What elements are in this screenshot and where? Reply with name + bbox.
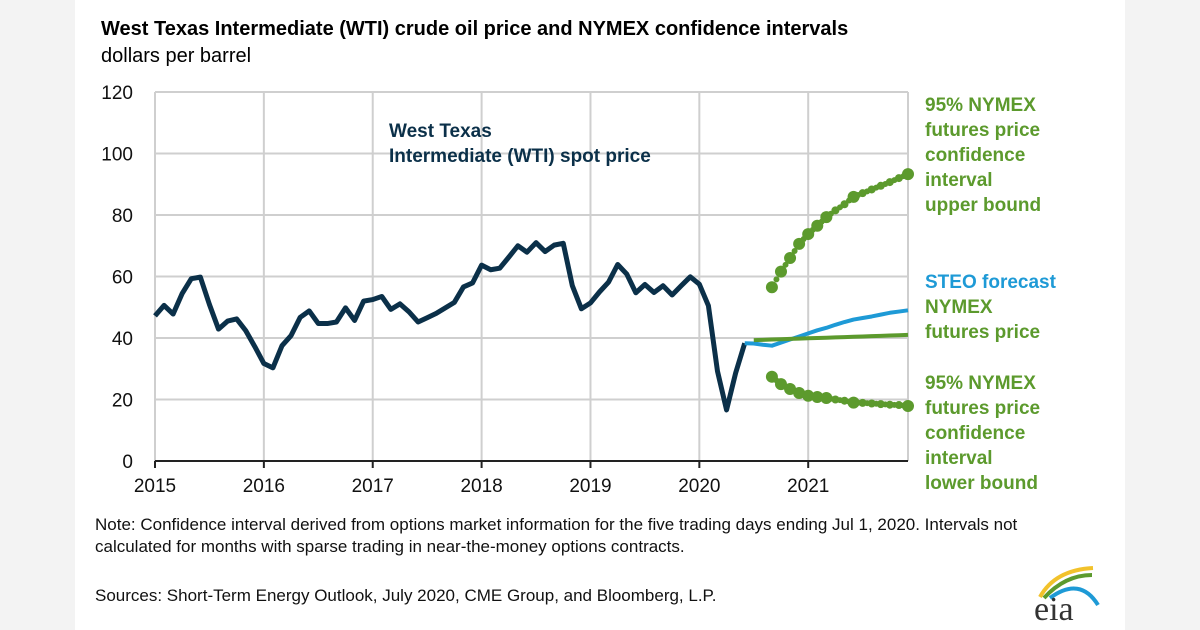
series-point-lower: [876, 400, 885, 409]
series-connector-dot-upper: [773, 276, 780, 283]
upper-bound-label: confidence: [925, 145, 1025, 166]
chart-source: Sources: Short-Term Energy Outlook, July…: [95, 586, 717, 605]
lower-bound-label: confidence: [925, 423, 1025, 444]
x-tick-label: 2015: [134, 476, 176, 497]
series-line-wti: [153, 240, 748, 413]
lower-bound-label: 95% NYMEX: [925, 373, 1036, 394]
wti-series-label: Intermediate (WTI) spot price: [389, 146, 651, 167]
series-point-lower: [858, 398, 867, 407]
y-tick-label: 40: [112, 329, 133, 350]
x-tick-label: 2017: [352, 476, 394, 497]
y-tick-label: 120: [101, 83, 133, 104]
x-tick-label: 2019: [569, 476, 611, 497]
series-point-upper: [774, 265, 787, 278]
series-line-steo: [744, 308, 909, 348]
series-point-lower: [867, 399, 876, 408]
nymex-futures-label: futures price: [925, 322, 1040, 343]
chart-note: Note: Confidence interval derived from o…: [95, 515, 1018, 556]
x-tick-label: 2016: [243, 476, 285, 497]
series-point-upper: [765, 281, 778, 294]
chart-subtitle: dollars per barrel: [101, 45, 252, 67]
steo-forecast-label: STEO forecast: [925, 272, 1057, 293]
y-tick-label: 20: [112, 391, 133, 412]
series-point-upper: [840, 200, 849, 209]
chart-panel: [75, 0, 1125, 630]
lower-bound-label: interval: [925, 448, 993, 469]
upper-bound-label: 95% NYMEX: [925, 95, 1036, 116]
series-point-upper: [902, 168, 914, 181]
upper-bound-label: interval: [925, 170, 993, 191]
nymex-futures-label: NYMEX: [925, 297, 993, 318]
chart-title: West Texas Intermediate (WTI) crude oil …: [101, 18, 849, 40]
lower-bound-label: lower bound: [925, 473, 1038, 494]
series-point-lower: [902, 399, 914, 412]
x-tick-label: 2018: [460, 476, 502, 497]
upper-bound-label: futures price: [925, 120, 1040, 141]
series-point-upper: [784, 252, 797, 265]
wti-series-label: West Texas: [389, 121, 492, 142]
x-tick-label: 2021: [787, 476, 829, 497]
series-connector-dot-upper: [782, 261, 789, 268]
series-point-lower: [847, 396, 860, 409]
x-tick-label: 2020: [678, 476, 720, 497]
series-line-nymex: [753, 332, 909, 343]
upper-bound-label: upper bound: [925, 195, 1041, 216]
series-connector-dot-upper: [791, 247, 798, 254]
series-point-lower: [885, 400, 894, 409]
y-tick-label: 100: [101, 145, 133, 166]
lower-bound-label: futures price: [925, 398, 1040, 419]
y-tick-label: 80: [112, 206, 133, 227]
y-tick-label: 60: [112, 268, 133, 289]
y-tick-label: 0: [122, 452, 133, 473]
